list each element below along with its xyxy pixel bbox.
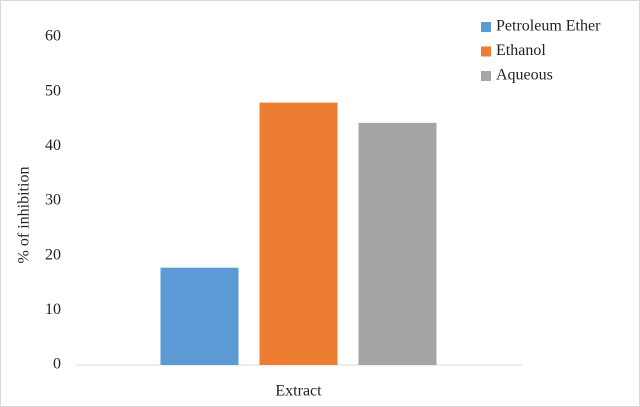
legend-label: Ethanol — [496, 42, 546, 59]
y-tick-label: 50 — [45, 82, 61, 99]
y-axis-label: % of inhibition — [16, 167, 33, 264]
y-tick-label: 0 — [53, 356, 61, 373]
y-tick-label: 30 — [45, 192, 61, 209]
y-tick-label: 60 — [45, 28, 61, 45]
legend-label: Aqueous — [496, 67, 553, 84]
y-tick-label: 10 — [45, 301, 61, 318]
bar — [160, 267, 239, 365]
legend-label: Petroleum Ether — [496, 18, 601, 35]
y-tick-label: 20 — [45, 246, 61, 263]
legend-swatch — [481, 22, 491, 32]
bar — [358, 122, 437, 366]
y-tick-label: 40 — [45, 137, 61, 154]
legend-swatch — [481, 46, 491, 57]
legend-swatch — [481, 71, 491, 81]
bar — [259, 102, 338, 365]
x-tick-label: Extract — [275, 383, 322, 400]
